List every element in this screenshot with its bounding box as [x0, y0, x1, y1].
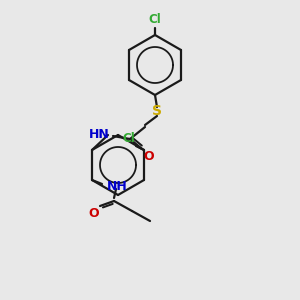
- Text: O: O: [143, 150, 154, 163]
- Text: Cl: Cl: [122, 132, 135, 145]
- Text: HN: HN: [89, 128, 110, 140]
- Text: NH: NH: [107, 179, 128, 193]
- Text: O: O: [88, 207, 99, 220]
- Text: S: S: [152, 104, 162, 118]
- Text: Cl: Cl: [148, 13, 161, 26]
